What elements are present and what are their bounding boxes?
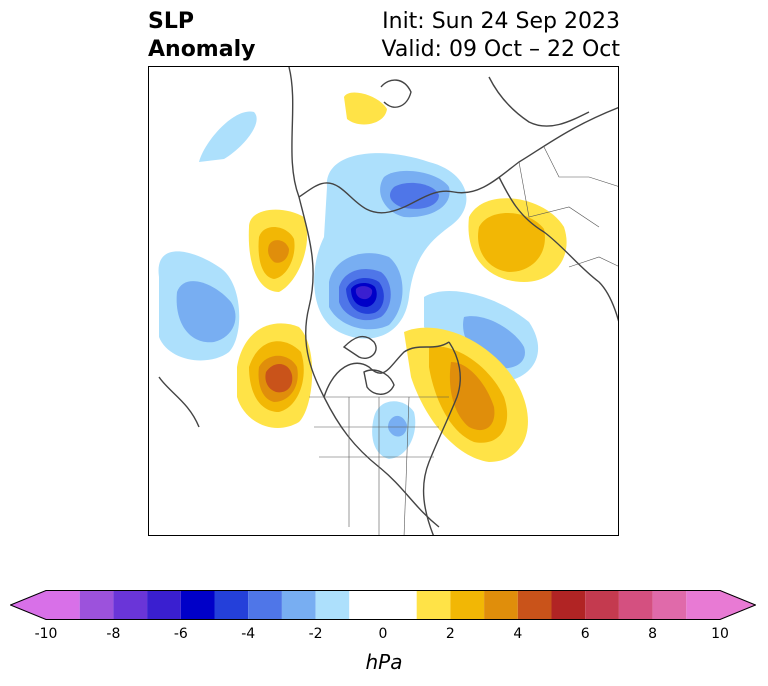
valid-range: Valid: 09 Oct – 22 Oct xyxy=(381,37,620,62)
colorbar-segment xyxy=(315,590,350,620)
title-line-slp: SLP xyxy=(148,9,194,34)
colorbar-tick-label: -8 xyxy=(106,626,121,642)
anomaly-gulf-of-alaska-high xyxy=(237,323,313,428)
colorbar-segment xyxy=(79,590,114,620)
colorbar-tick-label: 4 xyxy=(513,626,523,642)
anomaly-scandinavia-high xyxy=(344,92,387,125)
country-borders xyxy=(309,146,618,535)
colorbar-segment xyxy=(484,590,518,620)
init-date: Init: Sun 24 Sep 2023 xyxy=(382,9,620,34)
colorbar-segment xyxy=(46,590,80,620)
anomaly-bering-low xyxy=(199,111,257,162)
colorbar-segment xyxy=(416,590,451,620)
colorbar-tick-label: -4 xyxy=(241,626,256,642)
colorbar-tick-label: 6 xyxy=(580,626,590,642)
anomaly-central-pacific-low xyxy=(158,251,240,361)
colorbar-tick-label: 10 xyxy=(711,626,729,642)
title-left: SLP Anomaly xyxy=(148,8,255,64)
anomaly-east-siberia-high xyxy=(468,198,567,282)
colorbar-segment xyxy=(551,590,586,620)
colorbar-segment xyxy=(686,590,720,620)
colorbar-segment xyxy=(113,590,148,620)
colorbar-segment xyxy=(517,590,552,620)
anomaly-north-atlantic-high xyxy=(404,327,528,462)
coastlines xyxy=(158,67,618,535)
colorbar-extend-low xyxy=(10,590,46,620)
colorbar-extend-high xyxy=(720,590,756,620)
colorbar-tick-label: -6 xyxy=(173,626,188,642)
map-panel xyxy=(148,66,619,536)
colorbar-segment xyxy=(618,590,653,620)
colorbar xyxy=(10,590,756,620)
title-right: Init: Sun 24 Sep 2023 Valid: 09 Oct – 22… xyxy=(382,8,620,64)
colorbar-tick-label: 8 xyxy=(648,626,658,642)
colorbar-segment xyxy=(248,590,282,620)
colorbar-tick-label: 2 xyxy=(445,626,455,642)
colorbar-tick-label: -10 xyxy=(34,626,58,642)
colorbar-segment xyxy=(349,590,417,620)
title-line-anomaly: Anomaly xyxy=(148,37,256,62)
colorbar-segment xyxy=(180,590,215,620)
colorbar-segment xyxy=(450,590,485,620)
colorbar-segment xyxy=(652,590,687,620)
anomaly-alaska-high xyxy=(248,209,308,292)
colorbar-segment xyxy=(147,590,181,620)
colorbar-outline xyxy=(10,590,756,620)
colorbar-segment xyxy=(214,590,249,620)
colorbar-segment xyxy=(281,590,316,620)
anomaly-great-lakes-core xyxy=(388,415,407,437)
colorbar-tick-label: -2 xyxy=(308,626,323,642)
colorbar-segment xyxy=(585,590,619,620)
colorbar-units: hPa xyxy=(365,650,403,674)
colorbar-tick-label: 0 xyxy=(378,626,388,642)
slp-anomaly-map xyxy=(158,67,618,535)
anomaly-arctic-low xyxy=(314,153,467,339)
